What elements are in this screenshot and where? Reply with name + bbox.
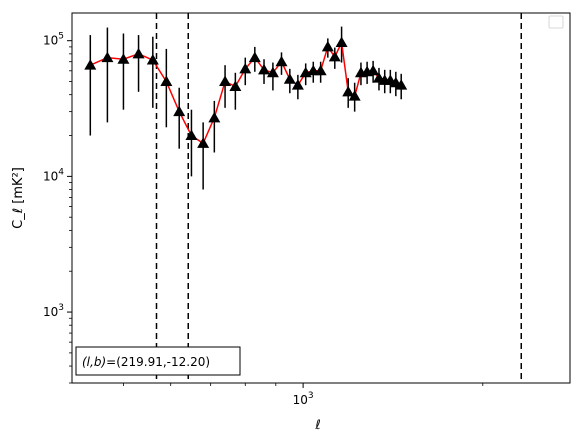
x-tick-label: 103 <box>293 391 314 407</box>
y-tick-label: 105 <box>43 32 64 48</box>
triangle-marker <box>197 137 210 148</box>
triangle-marker <box>342 85 355 97</box>
annotation-value: =(219.91,-12.20) <box>106 355 210 369</box>
triangle-marker <box>335 36 348 47</box>
triangle-marker <box>219 75 232 87</box>
svg-text:(l,b)=(219.91,-12.20): (l,b)=(219.91,-12.20) <box>82 355 210 369</box>
triangle-marker <box>275 55 288 67</box>
y-tick-label: 104 <box>43 167 64 183</box>
triangle-marker <box>395 79 408 90</box>
triangle-marker <box>291 79 304 90</box>
location-annotation: (l,b)=(219.91,-12.20) <box>75 346 241 376</box>
y-axis-label: C_ℓ [mK²] <box>11 167 26 229</box>
plot-area <box>84 13 523 383</box>
legend-box <box>548 15 564 29</box>
annotation-label: (l,b) <box>82 355 106 369</box>
triangle-marker <box>229 80 242 91</box>
triangle-marker <box>248 51 261 63</box>
triangle-marker <box>146 54 159 65</box>
x-axis-label: ℓ <box>314 418 320 433</box>
triangle-marker <box>101 51 114 63</box>
triangle-marker <box>283 73 296 84</box>
y-tick-label: 103 <box>43 303 64 319</box>
triangle-marker <box>117 53 130 64</box>
triangle-marker <box>84 59 97 70</box>
triangle-marker <box>321 40 334 52</box>
axes: 103 104 105 103 <box>43 32 484 407</box>
triangle-marker <box>367 64 380 76</box>
triangle-marker <box>266 66 279 78</box>
triangle-marker <box>173 105 186 117</box>
triangle-marker <box>132 47 145 59</box>
triangle-marker <box>239 62 252 74</box>
annotation-box <box>75 346 241 376</box>
triangle-marker <box>185 129 198 141</box>
triangle-marker <box>160 75 173 87</box>
triangle-marker <box>314 64 327 76</box>
triangle-marker <box>208 111 221 123</box>
plot-frame <box>71 12 571 384</box>
triangle-marker <box>348 90 361 101</box>
triangle-marker <box>328 50 341 62</box>
triangle-marker <box>258 63 271 75</box>
